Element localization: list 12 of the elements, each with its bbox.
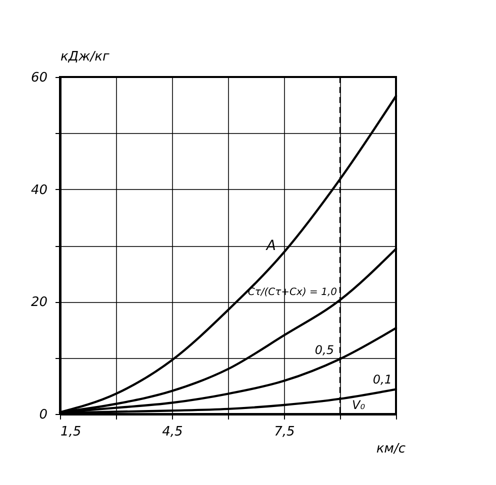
y-tick-label: 20 [30,295,48,310]
y-tick-label: 40 [30,182,48,198]
y-axis-title: кДж/кг [60,50,110,64]
ref-line-label: V₀ [352,398,366,412]
y-tick-label: 0 [39,408,48,422]
x-tick-label: 7,5 [274,424,295,440]
x-tick-label: 4,5 [162,424,183,440]
y-tick-label: 60 [30,70,48,86]
series-label: 0,5 [314,342,334,357]
x-tick-label: 1,5 [60,424,82,440]
series-label: 0,1 [372,372,392,386]
x-axis-title: км/с [376,442,406,456]
